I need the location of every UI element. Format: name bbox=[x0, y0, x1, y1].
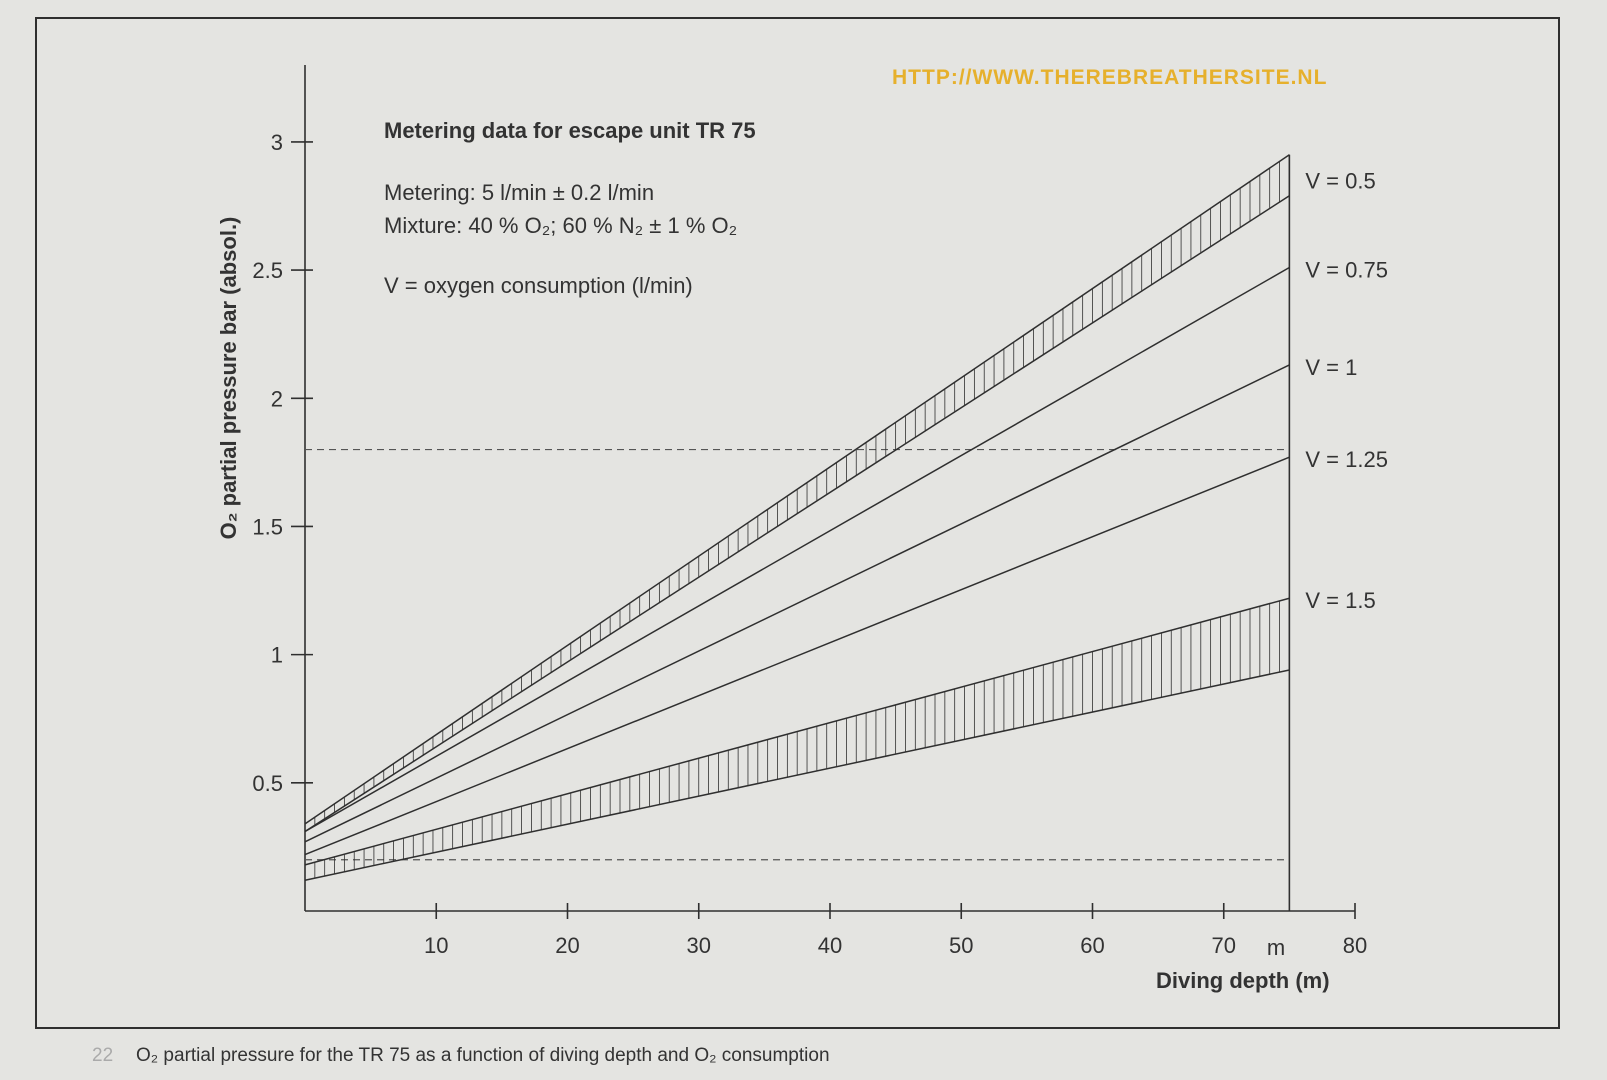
watermark-text: HTTP://WWW.THEREBREATHERSITE.NL bbox=[892, 66, 1327, 89]
series-line-1 bbox=[304, 266, 1290, 833]
note-metering: Metering: 5 l/min ± 0.2 l/min bbox=[384, 180, 654, 205]
x-tick-label-20: 20 bbox=[555, 933, 579, 958]
x-axis-title: Diving depth (m) bbox=[1156, 968, 1330, 993]
series-line-3 bbox=[304, 456, 1290, 856]
series-label-3: V = 1.25 bbox=[1305, 447, 1388, 472]
y-tick-label-2: 2 bbox=[271, 386, 283, 411]
plot-area: 10 20 30 40 50 60 70 80 0.5 1 1.5 2 2.5 3 V = 0.5 V = 0… bbox=[252, 65, 1388, 958]
series-label-0: V = 0.5 bbox=[1305, 169, 1375, 194]
y-axis-title: O₂ partial pressure bar (absol.) bbox=[216, 217, 241, 540]
caption-number: 22 bbox=[92, 1045, 113, 1066]
series-label-1: V = 0.75 bbox=[1305, 258, 1388, 283]
y-tick-label-1: 1 bbox=[271, 643, 283, 668]
series-line-2 bbox=[304, 364, 1290, 843]
y-tick-label-2.5: 2.5 bbox=[252, 258, 283, 283]
x-tick-label-50: 50 bbox=[949, 933, 973, 958]
y-tick-label-0.5: 0.5 bbox=[252, 771, 283, 796]
x-tick-label-30: 30 bbox=[687, 933, 711, 958]
x-tick-label-80: 80 bbox=[1343, 933, 1367, 958]
x-tick-label-70: 70 bbox=[1212, 933, 1236, 958]
x-tick-label-60: 60 bbox=[1080, 933, 1104, 958]
y-tick-label-1.5: 1.5 bbox=[252, 514, 283, 539]
chart-title: Metering data for escape unit TR 75 bbox=[384, 118, 756, 143]
note-mixture: Mixture: 40 % O₂; 60 % N₂ ± 1 % O₂ bbox=[384, 213, 737, 238]
x-tick-label-10: 10 bbox=[424, 933, 448, 958]
series-label-4: V = 1.5 bbox=[1305, 588, 1375, 613]
x-unit-label: m bbox=[1267, 935, 1285, 960]
series-label-2: V = 1 bbox=[1305, 355, 1357, 380]
figure-border bbox=[35, 17, 1560, 1029]
x-tick-label-40: 40 bbox=[818, 933, 842, 958]
series-line-lower-4 bbox=[304, 669, 1290, 881]
note-consumption: V = oxygen consumption (l/min) bbox=[384, 273, 693, 298]
y-tick-label-3: 3 bbox=[271, 130, 283, 155]
figure-caption: O₂ partial pressure for the TR 75 as a f… bbox=[136, 1045, 830, 1066]
